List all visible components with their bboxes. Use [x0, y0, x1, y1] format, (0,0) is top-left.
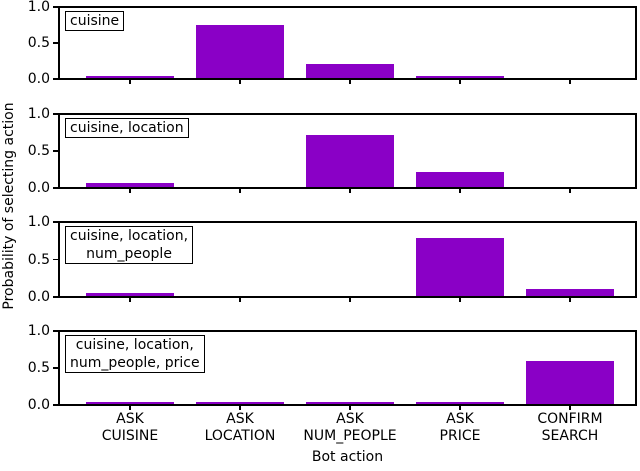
x-tick-label-line: CONFIRM [537, 411, 603, 427]
bar-ask-price [416, 172, 504, 187]
x-tick-mark [459, 406, 461, 410]
y-tick-label: 1.0 [27, 106, 50, 122]
bar-ask-price [416, 238, 504, 296]
condition-label-line: cuisine, location, [75, 337, 194, 353]
x-tick-mark [459, 298, 461, 302]
subplot-panel-3: cuisine, location, num_people [58, 221, 637, 298]
condition-label-line: num_people [86, 246, 172, 262]
x-axis-label: Bot action [311, 449, 384, 465]
x-tick-mark [569, 298, 571, 302]
bar-ask-num-people [306, 64, 394, 78]
bar-ask-num-people [306, 402, 394, 404]
x-tick-label-line: ASK [226, 411, 254, 427]
bar-ask-location [196, 402, 284, 404]
bar-ask-price [416, 76, 504, 78]
condition-label-line: cuisine, location, [70, 228, 189, 244]
y-tick-mark [53, 78, 58, 80]
x-tick-mark [129, 298, 131, 302]
y-tick-label: 0.5 [27, 360, 50, 376]
y-tick-label: 0.0 [27, 71, 50, 87]
x-tick-mark [129, 406, 131, 410]
x-tick-label-line: ASK [336, 411, 364, 427]
y-tick-label: 1.0 [27, 214, 50, 230]
x-tick-label-line: SEARCH [541, 428, 599, 444]
y-tick-label: 1.0 [27, 323, 50, 339]
y-tick-mark [53, 42, 58, 44]
x-tick-mark [569, 189, 571, 193]
x-tick-label-line: NUM_PEOPLE [303, 428, 397, 444]
y-tick-mark [53, 187, 58, 189]
x-tick-label-line: CUISINE [101, 428, 159, 444]
bar-ask-location [196, 25, 284, 78]
bar-ask-cuisine [86, 183, 174, 187]
condition-label-line: cuisine, location [70, 120, 184, 136]
y-tick-label: 0.5 [27, 251, 50, 268]
bar-ask-cuisine [86, 76, 174, 78]
x-tick-mark [459, 189, 461, 193]
condition-label-line: num_people, price [70, 355, 200, 371]
x-tick-label-ask-cuisine: ASK CUISINE [65, 411, 195, 445]
x-tick-mark [239, 80, 241, 84]
y-axis-label: Probability of selecting action [1, 102, 17, 310]
x-tick-label-ask-price: ASK PRICE [395, 411, 525, 445]
y-tick-label: 0.5 [27, 35, 50, 51]
y-tick-label: 0.0 [27, 289, 50, 305]
x-tick-mark [349, 298, 351, 302]
y-tick-mark [53, 330, 58, 332]
y-tick-mark [53, 6, 58, 8]
x-tick-mark [459, 80, 461, 84]
y-tick-mark [53, 404, 58, 406]
y-tick-mark [53, 221, 58, 223]
x-tick-mark [569, 80, 571, 84]
y-tick-mark [53, 296, 58, 298]
x-tick-label-line: ASK [116, 411, 144, 427]
condition-label: cuisine, location, num_people, price [65, 335, 205, 373]
subplot-panel-1: cuisine [58, 6, 637, 80]
x-tick-label-line: ASK [446, 411, 474, 427]
bar-ask-num-people [306, 135, 394, 187]
x-tick-mark [129, 189, 131, 193]
x-tick-mark [239, 189, 241, 193]
y-tick-label: 1.0 [27, 0, 50, 15]
x-tick-mark [349, 189, 351, 193]
x-tick-mark [349, 406, 351, 410]
x-tick-label-line: LOCATION [204, 428, 276, 444]
y-tick-mark [53, 258, 58, 261]
y-tick-label: 0.0 [27, 397, 50, 413]
y-tick-mark [53, 367, 58, 369]
condition-label: cuisine [65, 11, 125, 31]
bar-confirm-search [526, 361, 614, 404]
x-tick-label-ask-location: ASK LOCATION [175, 411, 305, 445]
y-tick-mark [53, 113, 58, 115]
y-tick-label: 0.5 [27, 143, 50, 159]
bar-ask-cuisine [86, 402, 174, 404]
bar-ask-price [416, 402, 504, 404]
x-tick-mark [129, 80, 131, 84]
y-tick-label: 0.0 [27, 180, 50, 196]
x-tick-mark [569, 406, 571, 410]
condition-label: cuisine, location, num_people [65, 226, 194, 264]
bar-confirm-search [526, 289, 614, 296]
x-tick-mark [239, 406, 241, 410]
subplot-panel-2: cuisine, location [58, 113, 637, 189]
condition-label: cuisine, location [65, 118, 189, 138]
x-tick-label-line: PRICE [439, 428, 481, 444]
x-tick-mark [349, 80, 351, 84]
bar-ask-cuisine [86, 293, 174, 296]
x-tick-mark [239, 298, 241, 302]
x-tick-label-confirm-search: CONFIRM SEARCH [505, 411, 635, 445]
x-tick-label-ask-num-people: ASK NUM_PEOPLE [285, 411, 415, 445]
subplot-panel-4: cuisine, location, num_people, price [58, 330, 637, 406]
condition-label-line: cuisine [70, 13, 120, 29]
y-tick-mark [53, 150, 58, 152]
